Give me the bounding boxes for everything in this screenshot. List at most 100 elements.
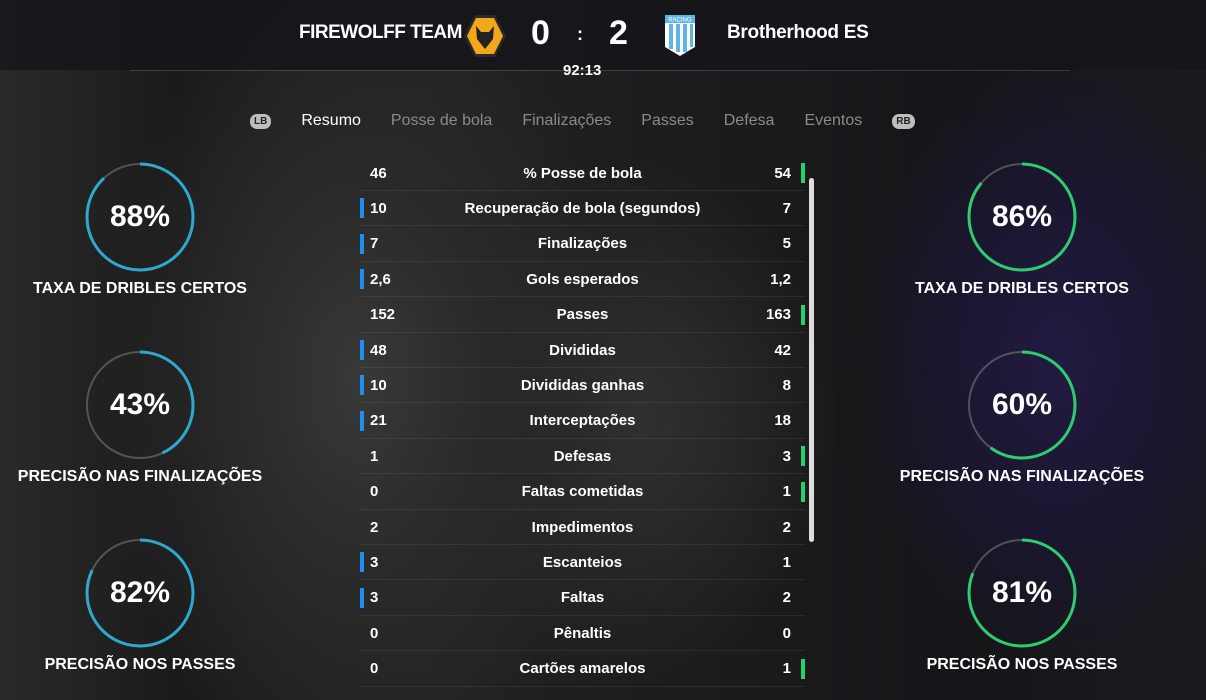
- away-team-name: Brotherhood ES: [727, 22, 869, 43]
- away-value: 1,2: [770, 270, 791, 288]
- ring-percent: 88%: [109, 200, 171, 233]
- away-score: 2: [609, 14, 628, 52]
- home-value: 0: [370, 624, 379, 642]
- stat-row: 1 Defesas 3: [360, 439, 805, 475]
- away-ring-label: TAXA DE DRIBLES CERTOS: [915, 280, 1129, 297]
- stat-row: 0 Pênaltis 0: [360, 616, 805, 652]
- away-leader-bar: [801, 304, 805, 325]
- stat-label: Pênaltis: [553, 624, 612, 642]
- home-value: 21: [370, 412, 387, 430]
- stat-row: 46 % Posse de bola 54: [360, 156, 805, 191]
- stat-label: Finalizações: [537, 235, 628, 253]
- away-value: 1: [782, 483, 791, 501]
- tab-finalizacoes[interactable]: Finalizações: [522, 112, 612, 129]
- stat-row: 21 Interceptações 18: [360, 404, 805, 439]
- home-ring-gauge: 82%: [80, 533, 200, 653]
- away-value: 2: [782, 589, 791, 607]
- stat-label: Passes: [556, 306, 609, 324]
- home-score: 0: [531, 14, 550, 52]
- tab-eventos[interactable]: Eventos: [804, 112, 863, 129]
- stat-label: Interceptações: [529, 412, 636, 430]
- racing-badge-text: RACING: [668, 18, 692, 24]
- home-leader-bar: [360, 198, 364, 219]
- score-separator: :: [577, 24, 583, 44]
- stat-row: 48 Divididas 42: [360, 333, 805, 368]
- away-leader-bar: [801, 481, 805, 502]
- away-value: 1: [782, 553, 791, 571]
- stat-label: Defesas: [553, 447, 612, 465]
- away-value: 7: [782, 199, 791, 217]
- stat-label: Gols esperados: [526, 270, 639, 288]
- away-ring-gauge: 60%: [962, 345, 1082, 465]
- stat-row: 3 Escanteios 1: [360, 545, 805, 581]
- stat-label: Recuperação de bola (segundos): [464, 199, 701, 217]
- home-leader-bar: [360, 375, 364, 396]
- stat-row: 2,6 Gols esperados 1,2: [360, 262, 805, 298]
- stat-row: 0 Cartões amarelos 1: [360, 652, 805, 687]
- tab-passes[interactable]: Passes: [641, 112, 694, 129]
- racing-crest-icon: RACING: [663, 13, 697, 62]
- home-team-name: FIREWOLFF TEAM: [299, 22, 462, 43]
- ring-fill: [85, 538, 195, 648]
- home-value: 152: [370, 306, 396, 324]
- home-leader-bar: [360, 340, 364, 360]
- away-value: 3: [782, 447, 791, 465]
- ring-percent: 86%: [991, 200, 1053, 233]
- home-leader-bar: [360, 410, 364, 431]
- away-leader-bar: [801, 446, 805, 467]
- ring-percent: 43%: [109, 388, 171, 421]
- stat-label: Escanteios: [542, 553, 623, 571]
- stat-row: 2 Impedimentos 2: [360, 510, 805, 545]
- away-value: 18: [774, 412, 791, 430]
- away-value: 42: [774, 341, 791, 359]
- home-value: 10: [370, 376, 387, 394]
- home-value: 2,6: [370, 270, 391, 288]
- away-value: 8: [782, 376, 791, 394]
- ring-fill: [85, 162, 195, 272]
- tab-posse-de-bola[interactable]: Posse de bola: [390, 112, 493, 129]
- away-leader-bar: [801, 163, 805, 183]
- home-value: 46: [370, 164, 387, 182]
- away-ring-gauge: 81%: [962, 533, 1082, 653]
- away-value: 2: [782, 518, 791, 536]
- scrollbar[interactable]: [809, 178, 814, 542]
- home-value: 1: [370, 447, 379, 465]
- ring-percent: 60%: [991, 388, 1053, 421]
- lb-button[interactable]: LB: [250, 113, 272, 129]
- ring-fill: [967, 538, 1077, 648]
- away-ring-gauge: 86%: [962, 157, 1082, 277]
- stat-row: 10 Recuperação de bola (segundos) 7: [360, 191, 805, 227]
- home-leader-bar: [360, 552, 364, 573]
- away-value: 1: [782, 660, 791, 678]
- home-ring-label: PRECISÃO NOS PASSES: [44, 656, 236, 673]
- stat-label: Impedimentos: [531, 518, 634, 536]
- tab-defesa[interactable]: Defesa: [723, 112, 775, 129]
- home-ring-gauge: 43%: [80, 345, 200, 465]
- ring-percent: 81%: [991, 576, 1053, 609]
- tab-resumo[interactable]: Resumo: [301, 112, 361, 129]
- away-ring-label: PRECISÃO NOS PASSES: [926, 656, 1118, 673]
- away-value: 54: [774, 164, 791, 182]
- stat-row: 10 Divididas ganhas 8: [360, 368, 805, 404]
- stat-label: Divididas ganhas: [520, 376, 645, 394]
- stat-label: % Posse de bola: [523, 164, 642, 182]
- home-ring-label: PRECISÃO NAS FINALIZAÇÕES: [17, 468, 263, 485]
- home-value: 10: [370, 199, 387, 217]
- home-value: 7: [370, 235, 379, 253]
- stat-label: Divididas: [549, 341, 616, 359]
- home-ring-gauge: 88%: [80, 157, 200, 277]
- home-value: 3: [370, 553, 379, 571]
- stat-row: 152 Passes 163: [360, 298, 805, 333]
- stat-row: 3 Faltas 2: [360, 581, 805, 616]
- home-leader-bar: [360, 233, 364, 254]
- home-leader-bar: [360, 587, 364, 608]
- ring-fill: [85, 350, 195, 460]
- stat-label: Cartões amarelos: [519, 660, 646, 678]
- home-leader-bar: [360, 269, 364, 290]
- stat-row: 7 Finalizações 5: [360, 227, 805, 262]
- rb-button[interactable]: RB: [892, 113, 915, 129]
- ring-fill: [967, 350, 1077, 460]
- home-ring-label: TAXA DE DRIBLES CERTOS: [33, 280, 247, 297]
- stat-label: Faltas cometidas: [521, 483, 644, 501]
